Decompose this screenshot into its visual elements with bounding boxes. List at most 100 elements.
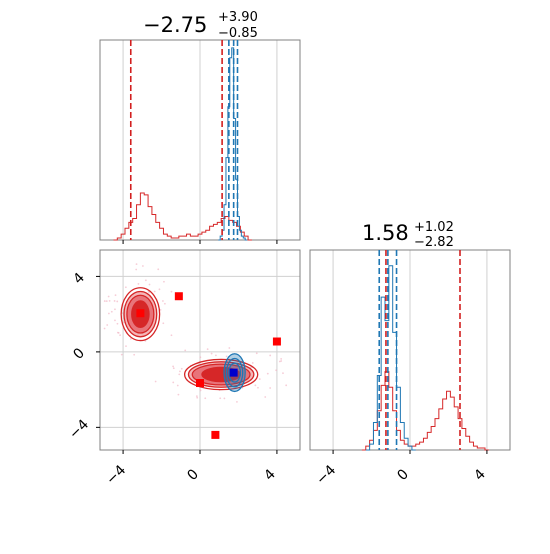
- scatter-sample-dot: [103, 327, 106, 330]
- scatter-sample-dot: [180, 367, 183, 370]
- scatter-sample-dot: [275, 369, 278, 372]
- scatter-sample-dot: [124, 286, 127, 289]
- scatter-sample-dot: [170, 334, 173, 337]
- scatter-sample-dot: [254, 384, 257, 387]
- histogram-y-title: 1.58: [362, 221, 409, 245]
- scatter-sample-dot: [153, 290, 156, 293]
- scatter-sample-dot: [159, 308, 162, 311]
- histogram-y-red-series: [361, 371, 489, 451]
- scatter-sample-dot: [135, 268, 138, 271]
- scatter-xtick-label-0: −4: [103, 462, 129, 488]
- scatter-sample-dot: [107, 295, 110, 298]
- scatter-sample-dot: [184, 349, 187, 352]
- histogram-x-title: −2.75: [143, 13, 207, 37]
- red-marker-4: [211, 430, 220, 439]
- scatter-sample-dot: [157, 268, 160, 271]
- histogram-x-red-series: [113, 192, 252, 241]
- scatter-sample-dot: [179, 370, 181, 373]
- histogram-y-panel: 1.58 +1.02 −2.82 −4 0 4: [309, 220, 511, 488]
- scatter-sample-dot: [264, 396, 267, 398]
- scatter-sample-dot: [106, 324, 109, 326]
- scatter-sample-dot: [257, 386, 259, 389]
- histogram-x-blue-series: [218, 47, 248, 241]
- red-marker-1: [174, 292, 183, 301]
- scatter-sample-dot: [129, 338, 132, 340]
- scatter-sample-dot: [113, 300, 116, 302]
- scatter-sample-dot: [158, 288, 161, 291]
- scatter-sample-dot: [195, 395, 198, 398]
- scatter-sample-dot: [162, 300, 164, 302]
- scatter-sample-dot: [210, 352, 213, 355]
- scatter-sample-dot: [236, 400, 238, 403]
- scatter-ytick-label-0: −4: [66, 417, 92, 443]
- scatter-sample-dot: [110, 310, 113, 313]
- histogram-y-title-main: 1.58: [362, 221, 409, 245]
- scatter-sample-dot: [154, 380, 157, 383]
- red-marker-0: [136, 309, 145, 318]
- scatter-sample-dot: [116, 331, 119, 334]
- scatter-sample-dot: [135, 263, 138, 266]
- histogram-y-xtick-label-2: 4: [471, 466, 489, 484]
- scatter-xtick-label-2: 4: [261, 466, 279, 484]
- scatter-sample-dot: [148, 291, 151, 294]
- scatter-sample-dot: [178, 373, 181, 376]
- scatter-sample-dot: [280, 358, 283, 360]
- contour-1-outer-line: [183, 358, 259, 391]
- scatter-sample-dot: [199, 389, 202, 392]
- scatter-sample-dot: [172, 381, 175, 384]
- histogram-y-xtick-label-1: 0: [394, 466, 412, 484]
- scatter-sample-dot: [280, 360, 283, 362]
- scatter-xtick-label-1: 0: [184, 466, 202, 484]
- contour-0-outer-line: [120, 287, 161, 342]
- scatter-sample-dot: [204, 397, 207, 400]
- scatter-sample-dot: [219, 397, 222, 400]
- scatter-sample-dot: [114, 294, 117, 297]
- scatter-sample-dot: [258, 378, 261, 380]
- scatter-sample-dot: [285, 384, 288, 387]
- scatter-sample-dot: [177, 393, 180, 396]
- scatter-2d-panel: −4 0 4 −4 0 4: [66, 249, 301, 488]
- scatter-sample-dot: [196, 396, 199, 399]
- scatter-sample-dot: [105, 300, 108, 303]
- scatter-sample-dot: [278, 360, 281, 363]
- scatter-sample-dot: [163, 302, 166, 305]
- scatter-sample-dot: [199, 356, 202, 359]
- red-marker-3: [196, 379, 204, 388]
- scatter-sample-dot: [125, 345, 127, 348]
- scatter-sample-dot: [266, 372, 269, 375]
- histogram-x-title-sup: +3.90: [218, 10, 258, 25]
- scatter-sample-dot: [163, 280, 165, 283]
- scatter-sample-dot: [116, 300, 119, 303]
- scatter-sample-dot: [172, 365, 175, 368]
- scatter-sample-dot: [103, 300, 106, 302]
- scatter-sample-dot: [137, 283, 140, 285]
- histogram-x-title-main: −2.75: [143, 13, 207, 37]
- scatter-sample-dot: [119, 334, 122, 337]
- histogram-y-blue-series: [365, 265, 416, 451]
- scatter-ytick-label-1: 0: [70, 345, 88, 363]
- scatter-sample-dot: [107, 312, 110, 315]
- histogram-x-title-sub: −0.85: [218, 26, 258, 41]
- scatter-sample-dot: [120, 353, 123, 356]
- scatter-ytick-label-2: 4: [70, 270, 88, 288]
- blue-contour-level-1: [225, 357, 244, 388]
- scatter-sample-dot: [122, 321, 125, 324]
- scatter-sample-dot: [114, 308, 116, 311]
- red-marker-2: [272, 337, 281, 346]
- scatter-sample-dot: [269, 387, 272, 389]
- histogram-y-title-sup: +1.02: [414, 220, 454, 235]
- scatter-sample-dot: [228, 347, 231, 349]
- scatter-sample-dot: [148, 283, 151, 286]
- histogram-y-xtick-label-0: −4: [313, 462, 339, 488]
- scatter-sample-dot: [144, 279, 147, 282]
- scatter-sample-dot: [133, 353, 136, 356]
- histogram-x-panel: −2.75 +3.90 −0.85: [99, 10, 301, 244]
- blue-marker: [229, 368, 238, 377]
- scatter-sample-dot: [176, 384, 179, 387]
- scatter-sample-dot: [282, 372, 284, 375]
- scatter-sample-dot: [108, 299, 111, 302]
- scatter-sample-dot: [172, 367, 175, 370]
- scatter-sample-dot: [223, 397, 226, 400]
